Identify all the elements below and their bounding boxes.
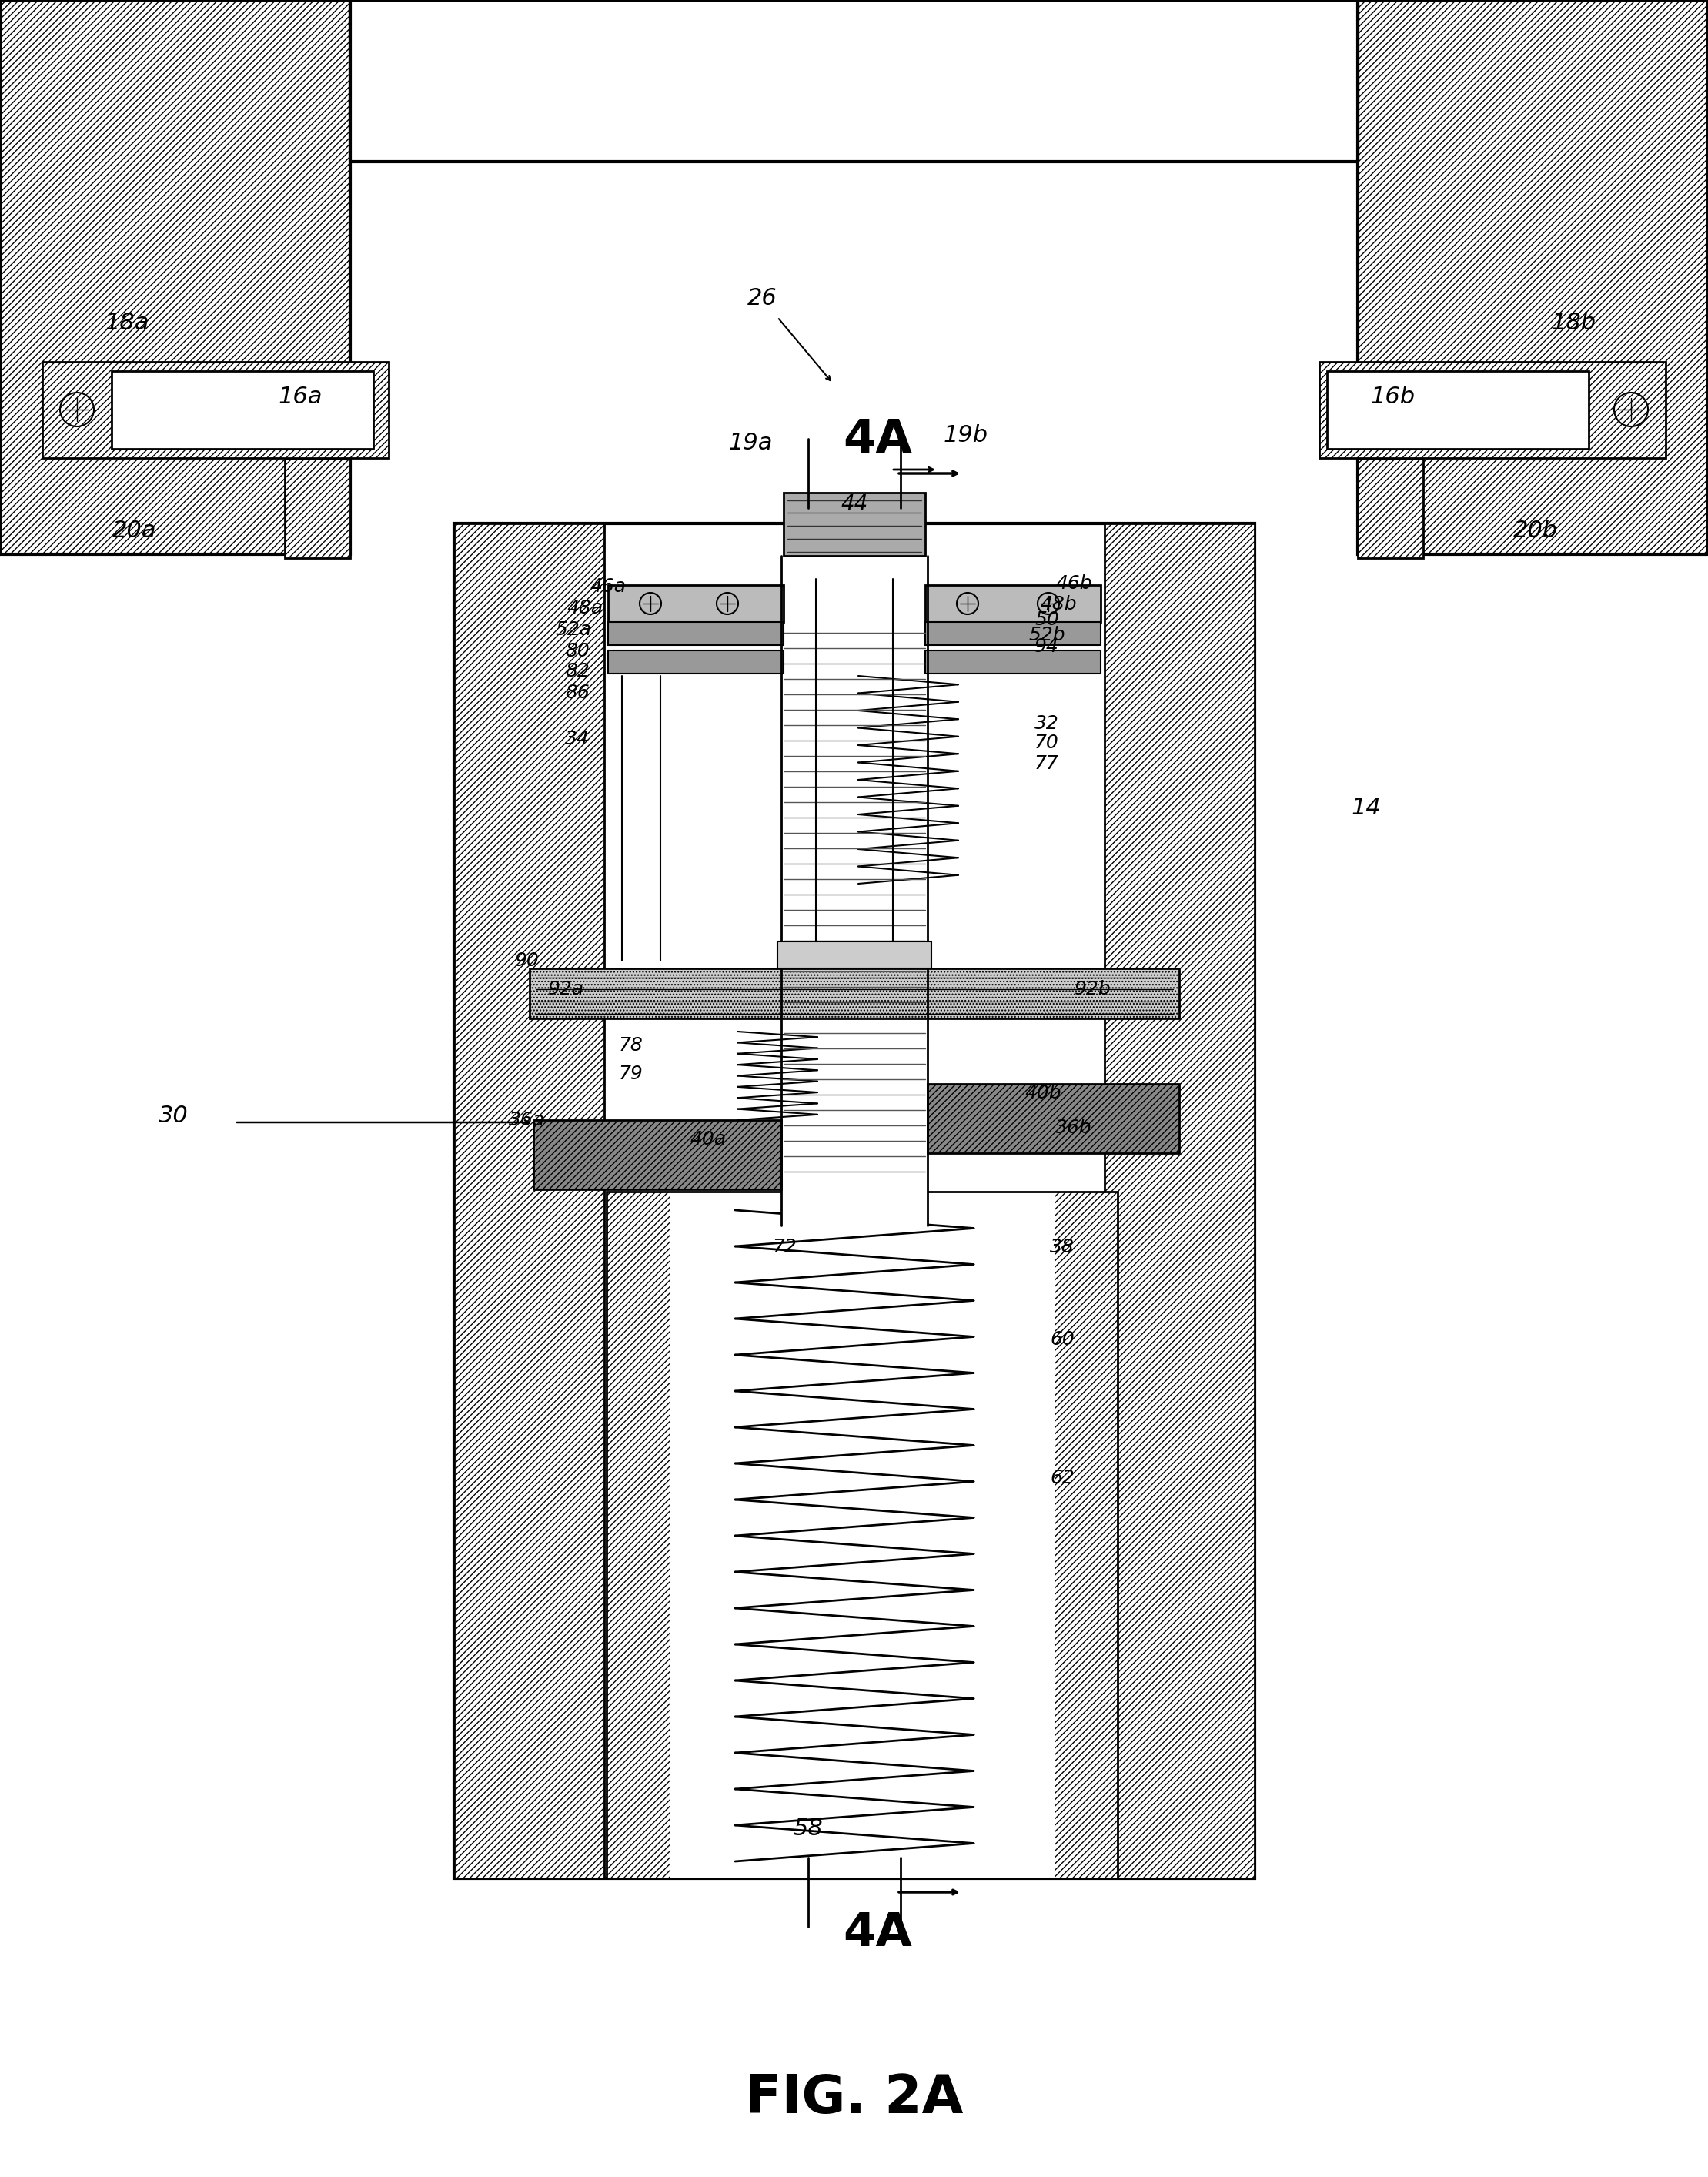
Text: 78: 78 — [618, 1036, 644, 1054]
Text: 36a: 36a — [509, 1110, 545, 1130]
Text: 94: 94 — [1035, 638, 1059, 655]
Text: 38: 38 — [1050, 1239, 1074, 1256]
Bar — [1054, 1191, 1117, 1879]
Bar — [285, 457, 350, 557]
Bar — [1358, 0, 1708, 555]
Bar — [533, 1119, 781, 1189]
Bar — [927, 1084, 1179, 1154]
Bar — [454, 522, 1255, 1879]
Bar — [777, 940, 931, 969]
Text: 92a: 92a — [548, 980, 584, 999]
Text: FIG. 2A: FIG. 2A — [745, 2073, 963, 2123]
Text: 46a: 46a — [589, 577, 627, 596]
Bar — [454, 522, 605, 1879]
Bar — [926, 651, 1100, 673]
Text: 16a: 16a — [278, 385, 323, 407]
Text: 40a: 40a — [690, 1130, 726, 1149]
Text: 52b: 52b — [1028, 625, 1066, 644]
Bar — [43, 361, 389, 457]
Text: 52a: 52a — [555, 620, 591, 638]
Bar — [608, 623, 784, 644]
Bar — [1105, 522, 1255, 1879]
Text: 70: 70 — [1035, 734, 1059, 751]
Bar — [1105, 522, 1255, 1879]
Text: 86: 86 — [565, 684, 589, 701]
Text: 19a: 19a — [728, 431, 772, 453]
Text: 14: 14 — [1351, 797, 1382, 819]
Text: 77: 77 — [1035, 755, 1059, 773]
Text: 48b: 48b — [1040, 594, 1076, 614]
Bar — [1358, 457, 1423, 557]
Text: 40b: 40b — [1025, 1084, 1061, 1102]
Bar — [608, 651, 784, 673]
Bar — [350, 0, 1358, 161]
Bar — [926, 623, 1100, 644]
Text: 62: 62 — [1050, 1469, 1074, 1487]
Bar — [533, 1119, 781, 1189]
Bar — [454, 522, 605, 1879]
Text: 90: 90 — [516, 951, 540, 971]
Text: 72: 72 — [774, 1239, 798, 1256]
Text: 50: 50 — [1035, 610, 1059, 629]
Bar — [529, 969, 1179, 1019]
Bar — [1319, 361, 1665, 457]
Bar — [608, 586, 784, 623]
Text: 16b: 16b — [1372, 385, 1416, 407]
Text: 58: 58 — [793, 1818, 823, 1840]
Text: 18b: 18b — [1551, 311, 1597, 335]
Bar — [285, 457, 350, 557]
Bar — [1319, 361, 1665, 457]
Bar — [606, 1191, 670, 1879]
Text: 20a: 20a — [113, 520, 157, 542]
Text: 60: 60 — [1050, 1330, 1074, 1350]
Text: 34: 34 — [565, 729, 589, 749]
Bar — [111, 370, 374, 448]
Bar — [0, 0, 350, 555]
Text: 26: 26 — [746, 287, 777, 309]
Text: 80: 80 — [565, 642, 589, 660]
Text: 36b: 36b — [1056, 1119, 1091, 1136]
Text: 32: 32 — [1035, 714, 1059, 734]
Text: 46b: 46b — [1056, 575, 1091, 592]
Text: 18a: 18a — [104, 311, 149, 335]
Text: 30: 30 — [159, 1106, 188, 1128]
Text: 79: 79 — [618, 1065, 644, 1084]
Text: 20b: 20b — [1513, 520, 1558, 542]
Text: 19b: 19b — [943, 425, 989, 446]
Text: 92b: 92b — [1074, 980, 1112, 999]
Bar — [784, 492, 926, 555]
Bar — [781, 555, 927, 1226]
Bar — [529, 969, 1179, 1019]
Bar — [0, 0, 350, 555]
Text: 82: 82 — [565, 662, 589, 681]
Text: 44: 44 — [840, 494, 868, 516]
Bar — [926, 586, 1100, 623]
Text: 4A: 4A — [844, 1911, 912, 1957]
Bar — [1327, 370, 1588, 448]
Bar — [927, 1084, 1179, 1154]
Bar — [606, 1191, 1117, 1879]
Bar — [1358, 457, 1423, 557]
Bar — [43, 361, 389, 457]
Text: 48a: 48a — [567, 599, 603, 618]
Bar — [1358, 0, 1708, 555]
Text: 4A: 4A — [844, 418, 912, 464]
